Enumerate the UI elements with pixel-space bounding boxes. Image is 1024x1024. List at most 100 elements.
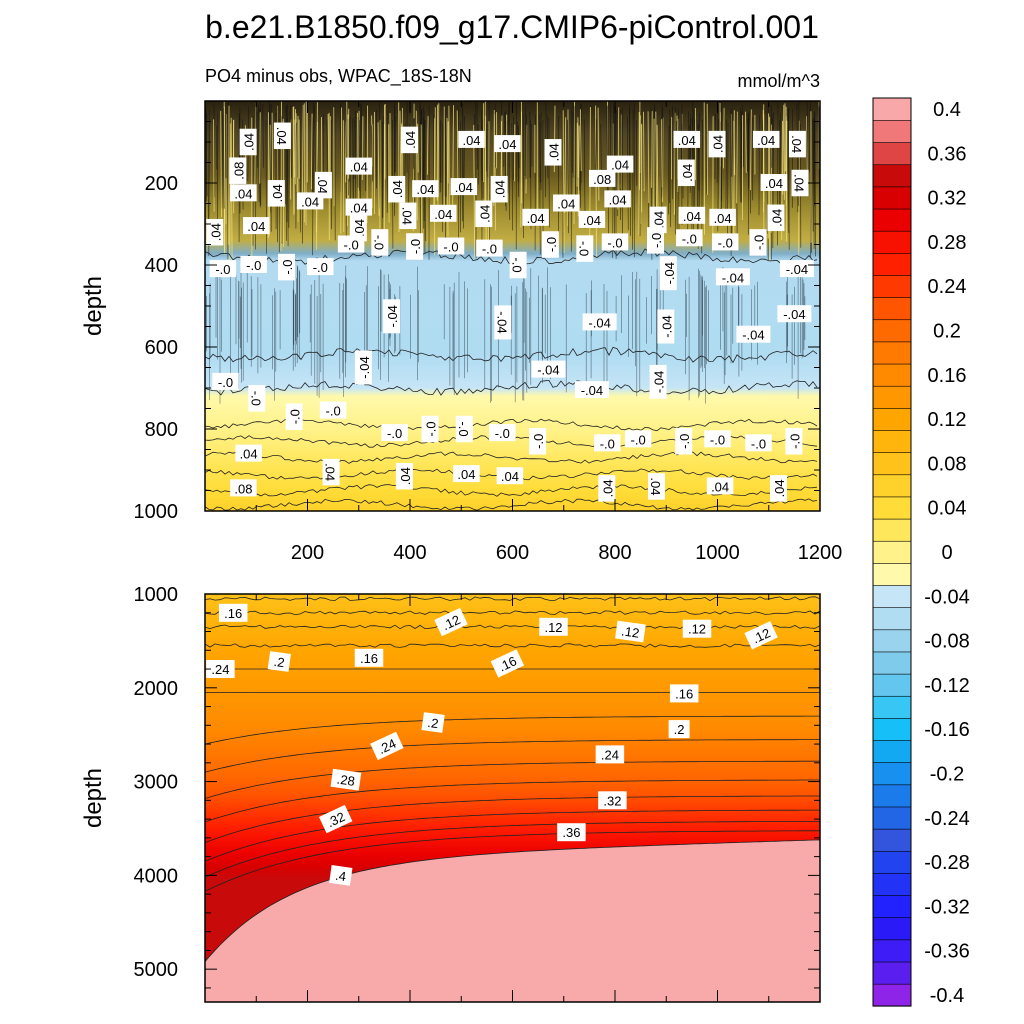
contour-label-bg — [531, 360, 566, 378]
contour-label: .24 — [206, 660, 235, 678]
contour-label-text: .04 — [680, 164, 695, 182]
colorbar-swatch — [872, 584, 912, 608]
contour-label-text: .04 — [769, 209, 784, 227]
contour-label: .04 — [230, 184, 257, 202]
contour-label-bg — [494, 305, 512, 340]
contour-label-bg — [349, 214, 367, 242]
x-tick-label: 800 — [598, 542, 631, 564]
contour-line — [205, 821, 820, 878]
contour-label-text: .04 — [498, 137, 516, 152]
contour-label-bg — [490, 175, 508, 203]
contour-label-text: -.04 — [783, 307, 805, 322]
contour-label: .12 — [682, 619, 712, 638]
contour-label-bg — [706, 477, 734, 495]
colorbar-swatch — [872, 141, 912, 166]
colorbar-swatch — [872, 186, 912, 210]
contour-label-bg — [777, 305, 812, 323]
contour-label: -.04 — [779, 260, 814, 278]
contour-streak — [340, 107, 343, 234]
contour-label-bg — [624, 430, 652, 448]
contour-label-text: .04 — [493, 180, 508, 198]
contour-label-bg — [455, 415, 473, 443]
contour-label-text: -.0 — [510, 257, 525, 272]
y-tick-label: 1000 — [134, 584, 179, 606]
contour-label-bg — [553, 194, 580, 212]
contour-label-text: -.0 — [607, 235, 622, 250]
contour-label-text: -.0 — [215, 262, 230, 277]
contour-streak — [725, 119, 728, 221]
contour-label: .16 — [218, 603, 248, 622]
contour-label-bg — [285, 403, 303, 430]
contour-label-bg — [229, 157, 247, 184]
contour-label-text: .04 — [457, 467, 475, 482]
colorbar-swatch — [872, 252, 912, 276]
colorbar-swatch — [872, 452, 912, 476]
contour-label-text: .04 — [350, 201, 368, 216]
contour-label-bg — [601, 233, 629, 251]
contour-label: .04 — [678, 206, 706, 224]
contour-label-text: -.0 — [631, 432, 646, 447]
contour-label-text: .04 — [234, 186, 252, 201]
colorbar-swatch — [872, 983, 912, 1007]
contour-label-text: .04 — [352, 219, 367, 237]
contour-label-bg — [489, 424, 516, 442]
contour-label-text: .12 — [440, 612, 463, 633]
contour-label: -.0 — [307, 258, 334, 276]
contour-label-bg — [401, 126, 418, 154]
contour-label-bg — [704, 430, 731, 448]
contour-label-text: .04 — [434, 207, 452, 222]
contour-label-text: .04 — [600, 479, 615, 497]
contour-label-text: -.0 — [408, 239, 423, 254]
contour-label-bg — [406, 233, 424, 260]
contour-label-bg — [606, 155, 634, 173]
contour-label-bg — [230, 479, 257, 497]
contour-streak — [813, 117, 815, 182]
contour-label-text: .04 — [315, 176, 330, 194]
colorbar-tick-label: -0.4 — [930, 985, 964, 1007]
contour-label: -.04 — [582, 313, 617, 331]
contour-label-bg — [383, 299, 401, 334]
contour-label-bg — [675, 428, 693, 455]
contour-label: .12 — [615, 620, 646, 643]
contour-label: .04 — [490, 175, 508, 203]
contour-label: .04 — [604, 190, 631, 208]
contour-label: -.04 — [354, 350, 372, 385]
contour-label-text: -.04 — [494, 311, 509, 333]
colorbar-swatch — [872, 119, 912, 143]
contour-label-text: .04 — [270, 184, 285, 202]
contour-label-bg — [329, 865, 353, 886]
left-subtitle: PO4 minus obs, WPAC_18S-18N — [205, 66, 472, 87]
contour-line — [205, 643, 820, 648]
contour-label: -.0 — [319, 401, 347, 419]
contour-label-text: -.0 — [787, 434, 802, 449]
contour-label-bg — [230, 184, 257, 202]
contour-label-bg — [476, 239, 503, 257]
colorbar-tick-label: -0.24 — [924, 808, 970, 830]
contour-label-bg — [354, 350, 372, 385]
contour-label-bg — [239, 128, 257, 156]
x-tick-label: 1200 — [798, 542, 843, 564]
contour-label-text: .04 — [390, 180, 405, 198]
contour-label-bg — [529, 428, 547, 455]
contour-label-text: .16 — [675, 686, 693, 701]
contour-label-bg — [576, 235, 594, 262]
contour-streak — [749, 109, 752, 191]
contour-label-text: .2 — [427, 715, 440, 731]
contour-label: .04 — [395, 462, 413, 490]
colorbar-swatch — [872, 695, 912, 719]
contour-streak — [647, 111, 650, 204]
contour-label-bg — [509, 251, 527, 279]
colorbar-swatch — [872, 562, 912, 586]
contour-label-bg — [494, 135, 521, 153]
colorbar-swatch — [872, 762, 912, 786]
contour-label: .04 — [450, 178, 478, 196]
contour-label: .04 — [206, 218, 224, 246]
contour-label: -.04 — [531, 360, 566, 378]
contour-label: .04 — [296, 192, 324, 210]
contour-label: .04 — [475, 200, 493, 228]
contour-label-text: -.0 — [248, 391, 263, 406]
contour-label-bg — [677, 159, 695, 187]
contour-label: .04 — [673, 130, 701, 148]
contour-label: .04 — [767, 204, 785, 232]
contour-label-text: .04 — [683, 209, 701, 224]
